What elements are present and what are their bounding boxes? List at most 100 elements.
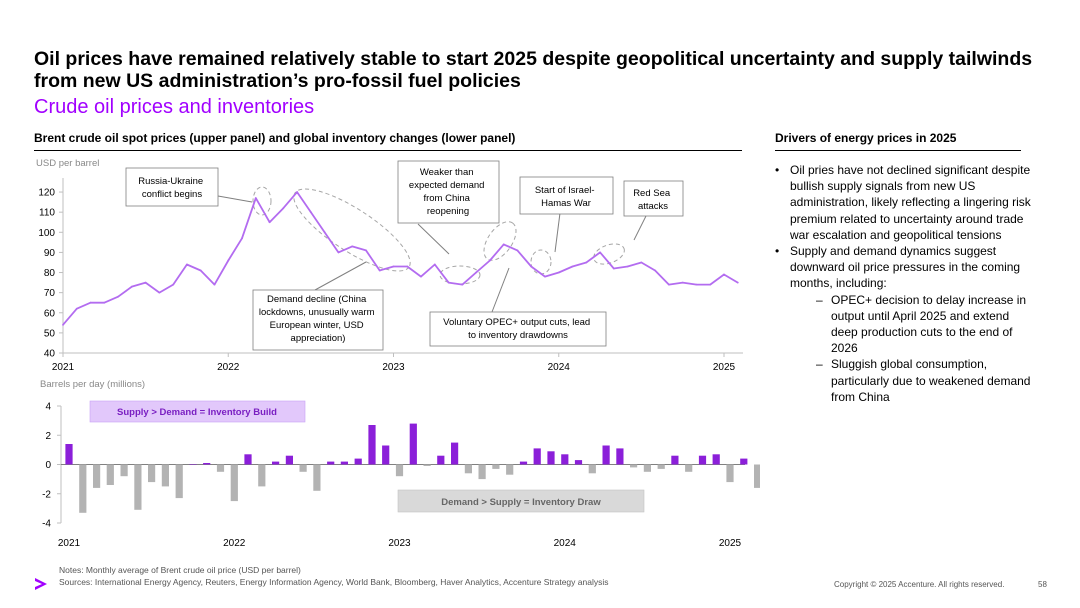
price-point <box>351 245 354 248</box>
price-point <box>709 283 712 286</box>
price-x-tick-label: 2025 <box>713 362 736 373</box>
inventory-bar <box>203 463 211 465</box>
page-subtitle: Crude oil prices and inventories <box>34 96 315 118</box>
inventory-y-tick-label: -4 <box>42 519 51 530</box>
inventory-bar <box>451 442 459 465</box>
highlight-ellipse-red-sea <box>593 243 625 265</box>
inventory-bar <box>134 464 142 510</box>
inventory-bar <box>478 464 486 480</box>
highlight-ellipse-israel <box>530 249 552 275</box>
inventory-y-tick-label: 2 <box>45 431 51 442</box>
price-y-tick-label: 60 <box>44 308 56 319</box>
price-point <box>626 265 629 268</box>
inventory-bar <box>712 454 720 465</box>
price-point <box>213 283 216 286</box>
inventory-bar <box>395 464 404 477</box>
annotation-china-reopening: Weaker than expected demand from China r… <box>397 160 500 224</box>
callout-draw-label: Demand > Supply = Inventory Draw <box>441 497 601 508</box>
pointer-russia <box>217 195 253 203</box>
inventory-x-tick-label: 2022 <box>223 538 246 549</box>
price-point <box>268 221 271 224</box>
page-number: 58 <box>1038 580 1047 589</box>
price-point <box>420 275 422 278</box>
inventory-bar <box>492 464 500 469</box>
price-y-tick-label: 100 <box>38 228 55 239</box>
price-point <box>323 231 326 234</box>
inventory-bar <box>313 464 321 491</box>
price-x-tick-label: 2023 <box>382 362 405 373</box>
annotation-russia-line2: conflict begins <box>142 189 202 200</box>
callout-inventory-draw: Demand > Supply = Inventory Draw <box>397 489 645 513</box>
price-point <box>309 211 312 214</box>
inventory-bar <box>698 455 707 465</box>
price-y-tick-label: 90 <box>44 248 56 259</box>
inventory-bar <box>65 444 73 465</box>
price-point <box>254 197 257 199</box>
price-point <box>695 283 698 286</box>
inventory-bar <box>602 445 610 465</box>
price-point <box>585 261 588 264</box>
svg-text:Russia-Ukraine conflic: Russia-Ukraine conflict begins <box>138 176 206 200</box>
price-point <box>172 283 175 286</box>
price-chart: USD per barrel 40 50 60 70 80 90 100 110 120 202… <box>36 158 743 373</box>
inventory-y-tick-label: -2 <box>42 489 51 500</box>
price-point <box>117 295 119 298</box>
notes-line: Notes: Monthly average of Brent crude oi… <box>59 565 301 575</box>
annotation-red-sea: Red Sea attacks <box>623 180 684 217</box>
inventory-bar <box>726 464 734 483</box>
annotation-demand-line4: appreciation) <box>291 333 346 344</box>
annotation-russia-line1: Russia-Ukraine <box>138 176 203 187</box>
price-point <box>296 191 299 193</box>
annotation-china-line2: expected demand <box>409 180 485 191</box>
pointer-china <box>417 223 450 255</box>
driver-sub-bullet-1: OPEC+ decision to delay increase in outp… <box>775 292 1035 357</box>
inventory-y-tick-label: 4 <box>45 402 51 413</box>
price-y-tick-label: 80 <box>44 268 56 279</box>
inventory-bar <box>519 461 528 465</box>
inventory-x-tick-label: 2024 <box>554 538 577 549</box>
price-point <box>433 263 436 266</box>
inventory-bar <box>740 458 748 465</box>
inventory-bar <box>547 451 555 465</box>
inventory-bar <box>299 464 307 472</box>
inventory-bar <box>409 423 417 465</box>
price-series-line <box>62 191 739 326</box>
inventory-bar <box>148 464 156 483</box>
price-point <box>488 259 491 262</box>
driver-sub-bullet-2: Sluggish global consumption, particularl… <box>775 356 1035 405</box>
price-point <box>158 291 161 294</box>
inventory-bar <box>161 464 169 487</box>
price-point <box>103 301 106 304</box>
price-y-tick-label: 120 <box>38 188 55 199</box>
annotation-opec-line1: Voluntary OPEC+ output cuts, lead <box>443 317 590 328</box>
notes-block: Notes: Monthly average of Brent crude oi… <box>59 565 608 588</box>
price-point <box>186 263 188 266</box>
accenture-logo-icon <box>35 578 47 590</box>
price-point <box>475 271 478 274</box>
price-point <box>668 283 670 286</box>
inventory-y-tick-label: 0 <box>45 460 51 471</box>
inventory-bar <box>175 464 183 499</box>
inventory-bar <box>630 464 638 468</box>
inventory-bar <box>285 455 293 465</box>
inventory-bar <box>616 448 624 465</box>
price-point <box>612 267 615 270</box>
svg-text:Weaker than expected d: Weaker than expected demand from China r… <box>409 167 487 217</box>
right-panel-title: Drivers of energy prices in 2025 <box>775 131 957 145</box>
price-y-tick-label: 50 <box>44 328 56 339</box>
highlight-ellipse-opec <box>483 221 517 261</box>
inventory-bar <box>382 445 390 465</box>
sources-line: Sources: International Energy Agency, Re… <box>59 576 609 587</box>
price-point <box>681 281 684 284</box>
inventory-bar <box>506 464 514 475</box>
price-y-axis-label: USD per barrel <box>36 158 99 169</box>
price-point <box>89 301 92 304</box>
price-point <box>62 323 64 326</box>
inventory-bar <box>93 464 101 488</box>
pointer-demand-decline <box>314 261 367 291</box>
price-point <box>544 275 546 278</box>
drivers-list: Oil pries have not declined significant … <box>775 162 1035 405</box>
inventory-bar <box>464 464 472 474</box>
annotation-israel-hamas: Start of Israel- Hamas War <box>519 176 614 215</box>
left-panel-rule <box>34 150 742 151</box>
